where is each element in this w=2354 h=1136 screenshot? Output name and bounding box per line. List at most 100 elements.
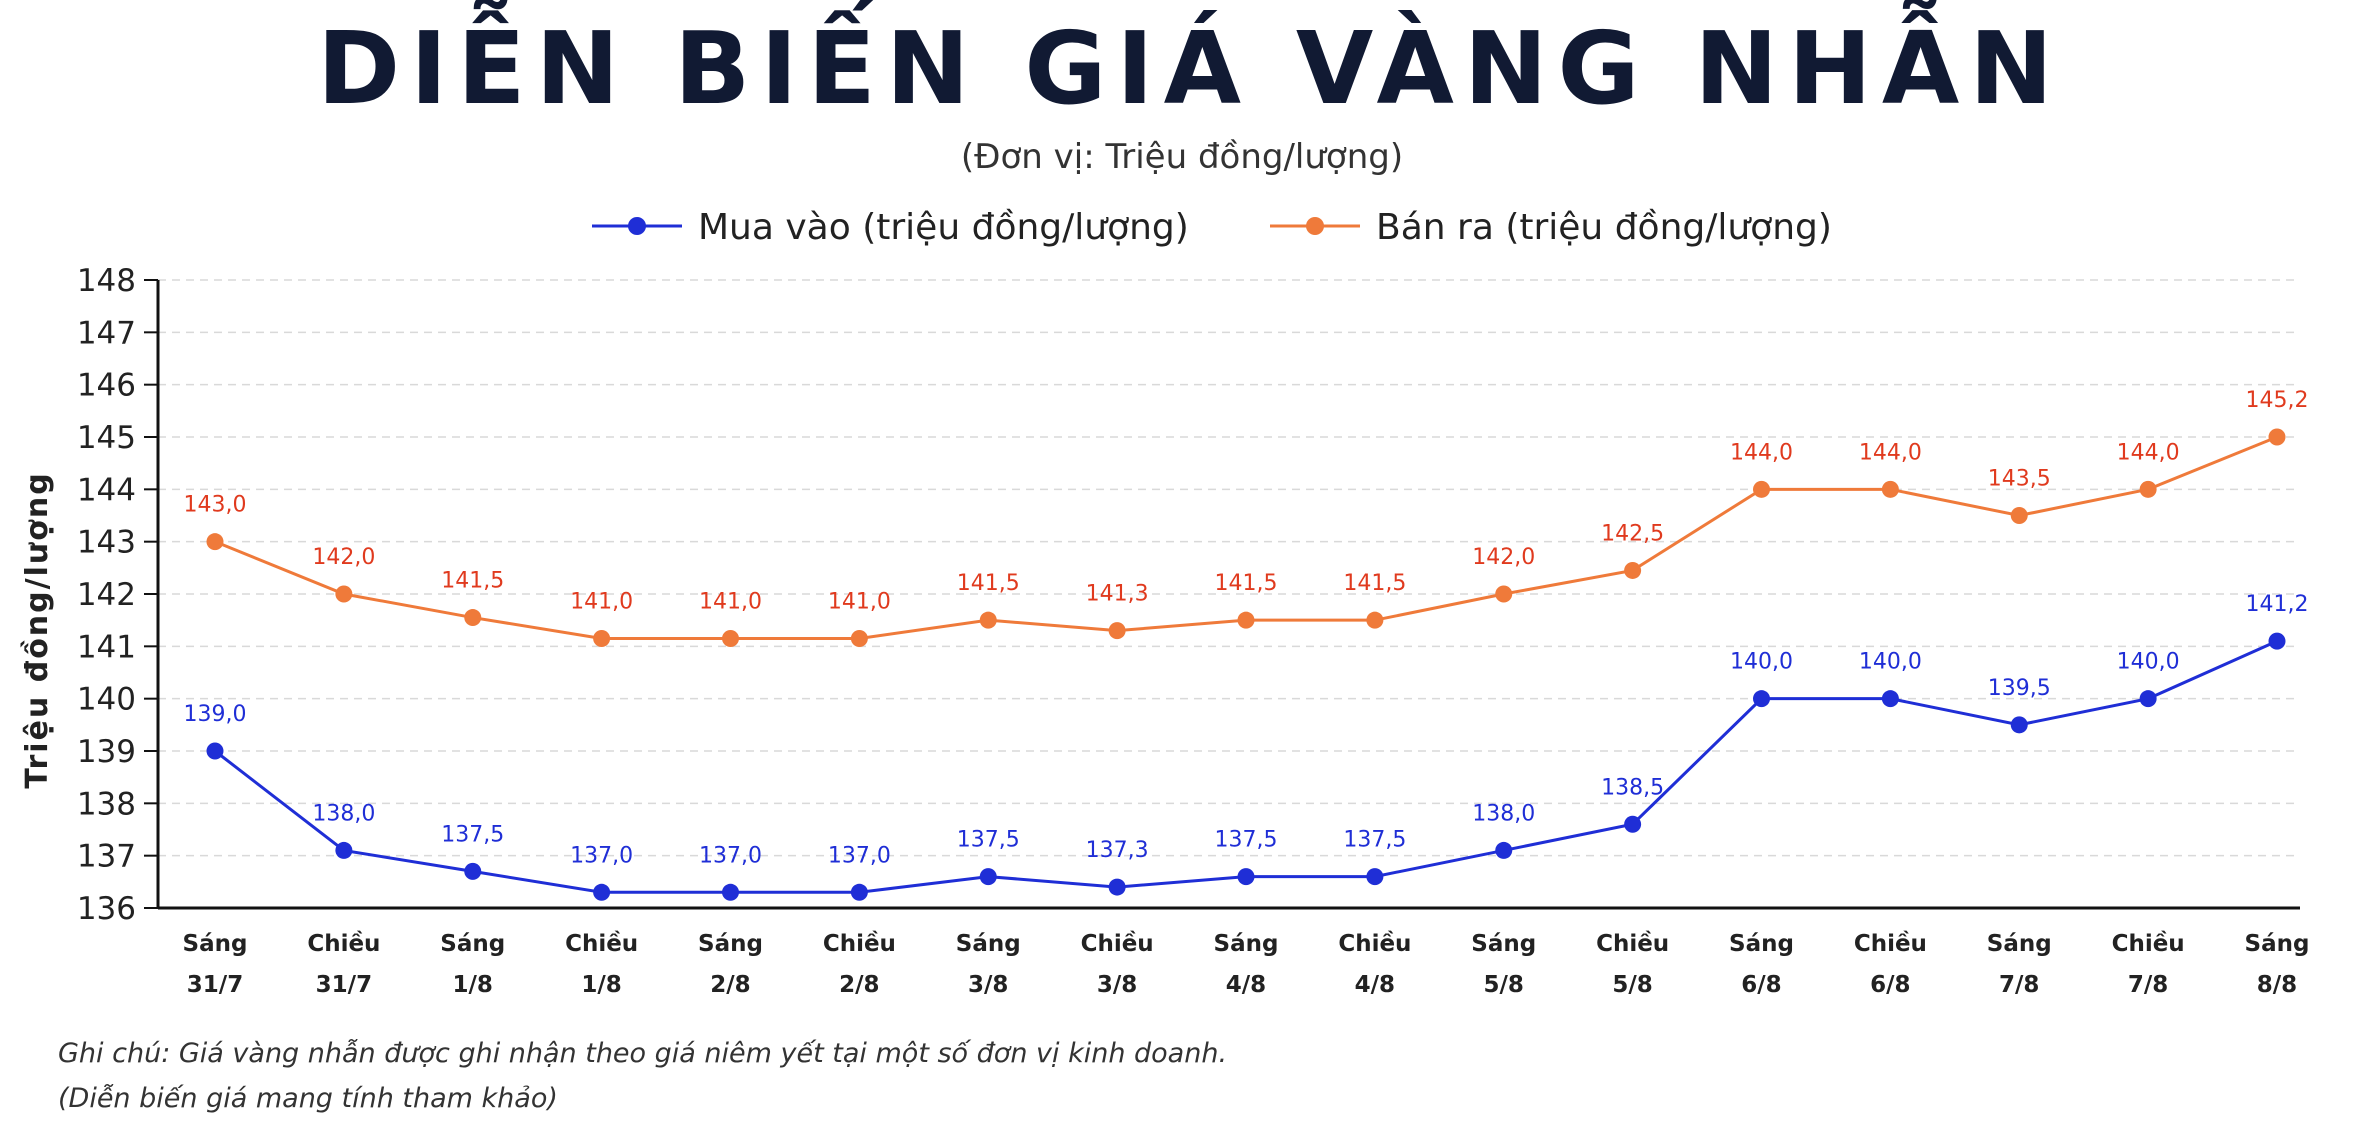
data-point	[2268, 428, 2286, 446]
x-tick-label: 31/7	[316, 972, 372, 998]
x-tick-label: 2/8	[839, 972, 879, 998]
series-ban-ra: 143,0 142,0 141,5 141,0 141,0 141,0 141,5 141,3…	[184, 388, 2308, 647]
legend-item: Bán ra (triệu đồng/lượng)	[1270, 207, 1832, 248]
y-tick-label: 142	[77, 577, 136, 613]
y-tick-label: 145	[77, 420, 136, 456]
data-point	[1881, 480, 1899, 498]
data-label: 140,0	[1730, 650, 1793, 675]
chart-title: DIỄN BIẾN GIÁ VÀNG NHẪN	[317, 0, 2063, 127]
data-label: 142,0	[1472, 545, 1535, 570]
data-point	[2268, 632, 2286, 650]
data-point	[850, 883, 868, 901]
data-label: 138,0	[1472, 801, 1535, 826]
x-tick-label: Sáng	[2245, 931, 2310, 957]
footnote-line-1: Ghi chú: Giá vàng nhẫn được ghi nhận the…	[58, 1038, 1227, 1069]
x-tick-label: 31/7	[187, 972, 243, 998]
x-tick-label: Sáng	[1987, 931, 2052, 957]
data-point	[1108, 878, 1126, 896]
data-point	[1495, 841, 1513, 859]
data-point	[1753, 480, 1770, 498]
x-tick-label: 5/8	[1612, 972, 1652, 998]
data-label: 142,0	[312, 545, 375, 570]
y-tick-label: 137	[77, 839, 136, 875]
x-tick-label: Sáng	[1729, 931, 1794, 957]
series-mua-vao: 139,0 138,0 137,5 137,0 137,0 137,0 137,5 137,3…	[184, 592, 2309, 901]
data-label: 143,5	[1988, 467, 2051, 492]
y-tick-label: 147	[77, 315, 136, 351]
y-tick-label: 141	[77, 629, 136, 665]
x-tick-label: Chiều	[565, 930, 638, 957]
data-point	[1881, 690, 1899, 708]
x-tick-label: Sáng	[698, 931, 763, 957]
y-tick-label: 144	[77, 472, 136, 508]
x-tick-label: 3/8	[968, 972, 1008, 998]
x-tick-label: 5/8	[1484, 972, 1524, 998]
legend: Mua vào (triệu đồng/lượng) Bán ra (triệu …	[592, 207, 1832, 248]
data-label: 137,0	[570, 843, 633, 868]
data-label: 137,0	[828, 843, 891, 868]
data-label: 140,0	[2117, 650, 2180, 675]
data-point	[1108, 622, 1126, 640]
x-tick-label: Chiều	[307, 930, 380, 957]
data-point	[2139, 480, 2157, 498]
data-point	[1237, 611, 1255, 629]
x-tick-label: Sáng	[183, 931, 248, 957]
x-tick-label: 4/8	[1355, 972, 1395, 998]
data-point	[2010, 507, 2028, 524]
x-tick-label: 1/8	[453, 972, 493, 998]
series-layer: 139,0 138,0 137,5 137,0 137,0 137,0 137,5 137,3…	[184, 388, 2309, 901]
x-tick-label: 1/8	[581, 972, 621, 998]
x-tick-label: 7/8	[1999, 972, 2039, 998]
data-label: 141,5	[1215, 571, 1278, 596]
axes: 136 137 138 139 140 141 142 143 144 145 146 147 148 S…	[77, 263, 2310, 998]
y-axis-label: Triệu đồng/lượng	[20, 471, 55, 788]
legend-marker	[628, 217, 646, 235]
data-point	[2139, 690, 2157, 708]
y-tick-label: 138	[77, 786, 136, 822]
data-point	[1753, 690, 1770, 708]
data-point	[593, 629, 611, 647]
data-label: 141,2	[2246, 592, 2309, 617]
legend-label: Mua vào (triệu đồng/lượng)	[698, 207, 1189, 248]
legend-label: Bán ra (triệu đồng/lượng)	[1376, 207, 1832, 248]
data-label: 138,5	[1601, 775, 1664, 800]
data-label: 140,0	[1859, 650, 1922, 675]
data-label: 137,5	[957, 828, 1020, 853]
data-point	[1366, 611, 1384, 629]
data-point	[1237, 868, 1255, 886]
data-label: 141,5	[441, 569, 504, 594]
series-line	[214, 639, 2278, 894]
y-tick-label: 148	[77, 263, 136, 299]
legend-item: Mua vào (triệu đồng/lượng)	[592, 207, 1189, 248]
x-tick-label: 2/8	[710, 972, 750, 998]
x-tick-label: 3/8	[1097, 972, 1137, 998]
data-label: 137,0	[699, 843, 762, 868]
data-point	[335, 841, 353, 859]
data-point	[206, 533, 224, 551]
x-tick-label: 6/8	[1870, 972, 1910, 998]
x-tick-label: Sáng	[956, 931, 1021, 957]
series-line	[214, 435, 2278, 640]
data-point	[979, 868, 997, 886]
data-point	[593, 883, 611, 901]
data-label: 139,0	[184, 702, 247, 727]
data-point	[1624, 815, 1642, 833]
y-tick-label: 139	[77, 734, 136, 770]
data-label: 137,3	[1086, 838, 1149, 863]
y-tick-label: 143	[77, 525, 136, 561]
data-point	[722, 629, 739, 647]
x-tick-label: Chiều	[1854, 930, 1927, 957]
data-label: 137,5	[441, 822, 504, 847]
data-label: 139,5	[1988, 676, 2051, 701]
data-label: 138,0	[312, 801, 375, 826]
legend-marker	[1306, 217, 1324, 235]
data-label: 141,5	[957, 571, 1020, 596]
chart-subtitle: (Đơn vị: Triệu đồng/lượng)	[961, 137, 1403, 177]
data-point	[1366, 868, 1384, 886]
data-point	[722, 883, 739, 901]
data-label: 137,5	[1215, 828, 1278, 853]
data-point	[850, 629, 868, 647]
x-tick-label: Sáng	[1214, 931, 1279, 957]
data-point	[464, 862, 482, 880]
data-label: 141,0	[570, 589, 633, 614]
